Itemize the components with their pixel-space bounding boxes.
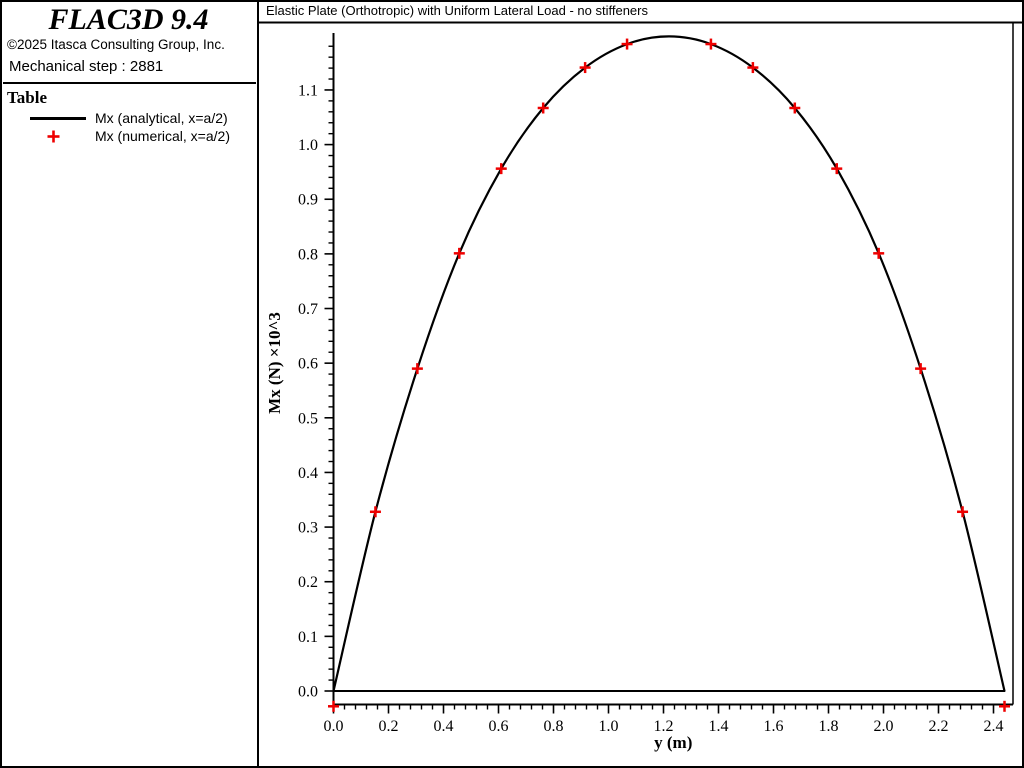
y-tick-label: 0.8 [298,246,318,263]
numerical-data-marker [957,506,969,518]
mechanical-step-label: Mechanical step : 2881 [9,58,164,75]
numerical-data-marker [328,700,339,712]
y-axis-label: Mx (N) ×10^3 [265,312,284,414]
y-tick-label: 0.7 [298,301,318,318]
numerical-data-marker [705,38,717,50]
numerical-data-marker [873,247,885,259]
sidebar-divider [3,82,256,84]
legend-title: Table [7,88,48,107]
x-axis-label: y (m) [654,733,692,752]
x-tick-label: 0.6 [489,718,509,735]
numerical-data-marker [579,62,591,74]
x-tick-label: 0.8 [544,718,564,735]
x-tick-label: 1.6 [764,718,784,735]
legend-item-analytical: Mx (analytical, x=a/2) [95,110,228,126]
numerical-data-marker [537,102,549,114]
panel-divider [257,2,259,766]
numerical-data-marker [411,363,423,375]
x-tick-label: 2.4 [984,718,1004,735]
legend-line-sample-icon [30,117,86,120]
numerical-data-marker [789,102,801,114]
legend-plus-marker-icon [47,130,60,143]
numerical-data-marker [831,163,843,175]
x-tick-label: 2.2 [929,718,949,735]
y-tick-label: 0.0 [298,684,318,701]
legend-item-numerical: Mx (numerical, x=a/2) [95,128,230,144]
x-tick-label: 1.2 [654,718,674,735]
x-tick-label: 1.4 [709,718,729,735]
y-tick-label: 0.4 [298,465,318,482]
numerical-data-marker [999,700,1010,712]
numerical-data-marker [915,363,927,375]
x-tick-label: 0.0 [324,718,344,735]
x-tick-label: 0.4 [434,718,454,735]
numerical-data-marker [369,506,381,518]
numerical-data-marker [621,38,633,50]
numerical-data-marker [495,163,507,175]
y-tick-label: 0.2 [298,574,318,591]
sidebar: FLAC3D 9.4 ©2025 Itasca Consulting Group… [2,2,257,766]
x-tick-label: 0.2 [379,718,399,735]
y-tick-label: 1.1 [298,82,318,99]
chart-title: Elastic Plate (Orthotropic) with Uniform… [266,3,648,18]
numerical-data-marker [747,62,759,74]
x-tick-label: 1.8 [819,718,839,735]
y-tick-label: 0.1 [298,629,318,646]
analytical-curve [332,35,1006,692]
copyright-text: ©2025 Itasca Consulting Group, Inc. [7,37,225,52]
y-tick-label: 0.5 [298,410,318,427]
y-tick-label: 0.9 [298,192,318,209]
numerical-data-marker [453,247,465,259]
x-tick-label: 1.0 [599,718,619,735]
y-tick-label: 1.0 [298,137,318,154]
x-tick-label: 2.0 [874,718,894,735]
y-tick-label: 0.3 [298,520,318,537]
y-tick-label: 0.6 [298,356,318,373]
app-logo: FLAC3D 9.4 [48,3,209,36]
